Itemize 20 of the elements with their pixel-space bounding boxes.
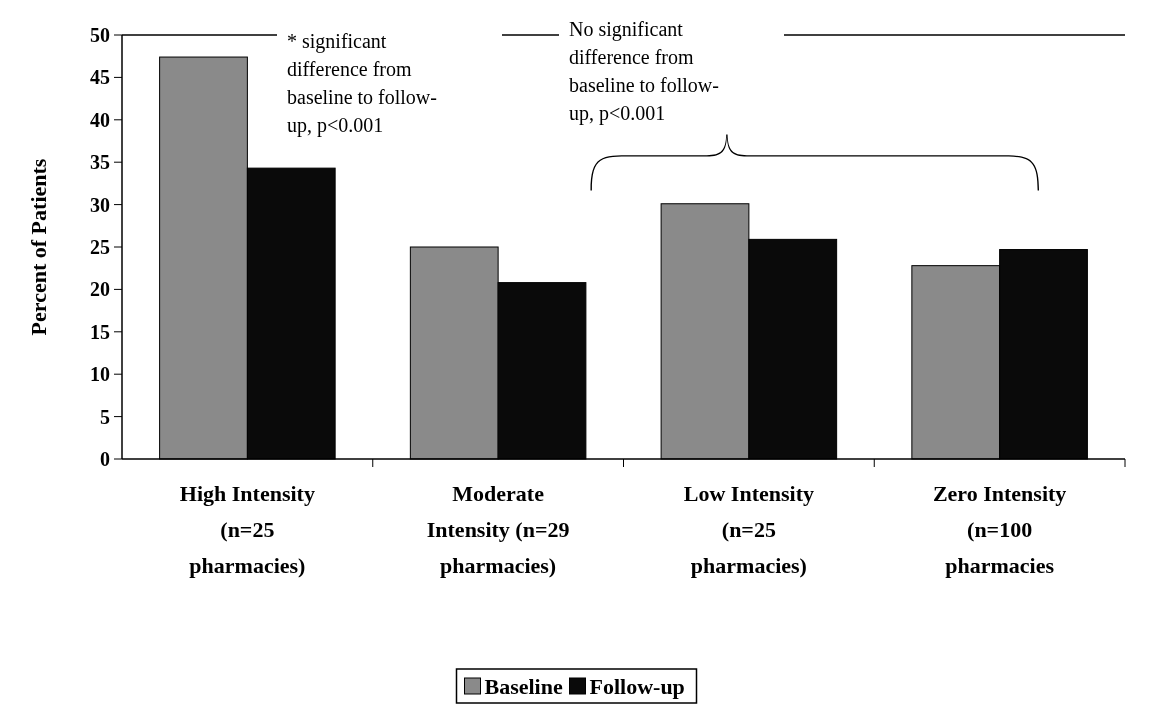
y-tick-label: 20: [90, 278, 110, 301]
y-tick-label: 50: [90, 24, 110, 46]
y-tick-label: 45: [90, 66, 110, 89]
x-tick-label: Moderate Intensity (n=29 pharmacies): [426, 481, 570, 578]
x-tick-label: Low Intensity (n=25 pharmacies): [683, 481, 814, 578]
x-tick-label: High Intensity (n=25 pharmacies): [179, 481, 315, 578]
y-tick-label: 10: [90, 363, 110, 386]
annotation: * significant difference from baseline to follow- up, p<0.001: [287, 30, 437, 137]
legend-label: Follow-up: [589, 673, 685, 699]
annotation: No significant difference from baseline to follow- up, p<0.001: [569, 18, 719, 125]
y-axis-title: Percent of Patients: [25, 158, 51, 336]
y-tick-label: 30: [90, 193, 110, 216]
legend-label: Baseline: [484, 673, 563, 699]
y-tick-label: 25: [90, 236, 110, 258]
y-tick-label: 35: [90, 151, 110, 174]
y-tick-label: 0: [100, 448, 110, 470]
y-tick-label: 15: [90, 320, 110, 343]
y-tick-label: 5: [100, 405, 110, 428]
y-tick-label: 40: [90, 108, 110, 131]
x-tick-label: Zero Intensity (n=100 pharmacies: [932, 481, 1067, 578]
